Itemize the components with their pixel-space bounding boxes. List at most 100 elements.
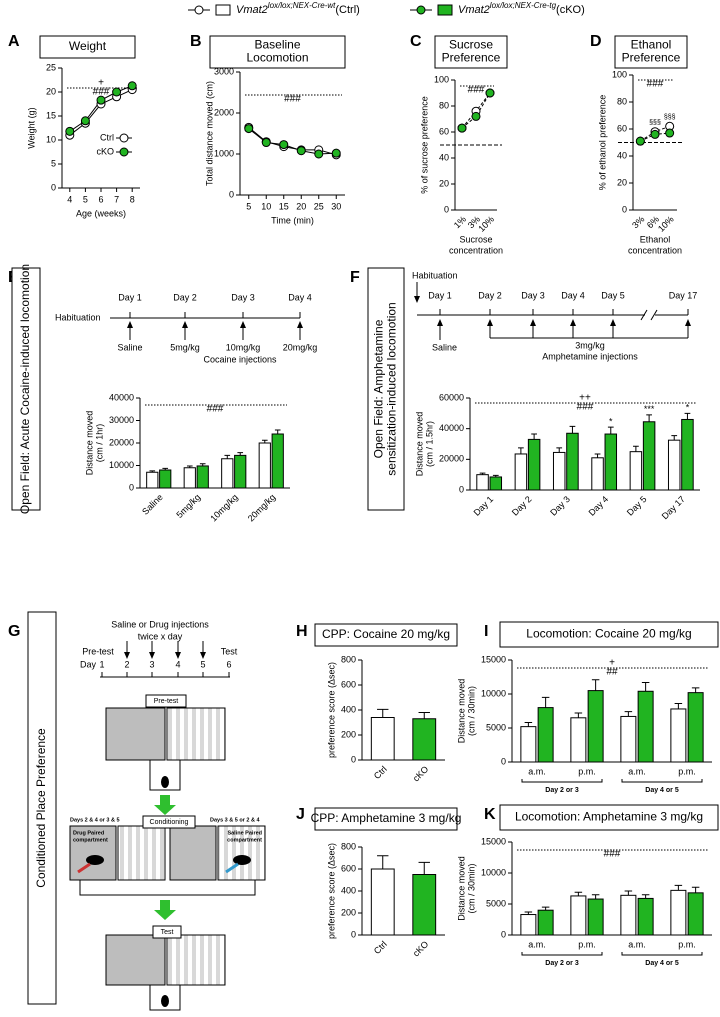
cpp-diagram: G Conditioned Place Preference Saline or… bbox=[8, 611, 266, 1011]
y-tick-label: 200 bbox=[341, 907, 356, 917]
chart-title: Preference bbox=[622, 51, 681, 65]
error-bar bbox=[591, 679, 600, 691]
error-bar bbox=[594, 453, 601, 458]
y-tick-label: 100 bbox=[434, 74, 449, 84]
annotation: ### bbox=[284, 94, 301, 105]
bar bbox=[412, 718, 437, 761]
day-number: 3 bbox=[149, 659, 154, 669]
side-title: sensitization-induced locomotion bbox=[385, 302, 399, 475]
bar bbox=[527, 438, 541, 491]
error-bar bbox=[633, 445, 639, 452]
bar bbox=[537, 909, 554, 936]
x-tick-label: a.m. bbox=[528, 766, 546, 776]
bar bbox=[687, 892, 704, 936]
y-tick-label: 30000 bbox=[109, 415, 134, 425]
marker bbox=[112, 87, 122, 97]
y-axis-label: (cm / 1hr) bbox=[94, 424, 104, 463]
bar bbox=[146, 471, 159, 489]
y-tick-label: 0 bbox=[501, 756, 506, 766]
error-bar bbox=[199, 463, 206, 466]
x-tick-label: p.m. bbox=[678, 939, 696, 949]
error-bar bbox=[674, 703, 683, 709]
day-number: 1 bbox=[99, 659, 104, 669]
bar bbox=[159, 469, 172, 489]
x-tick-label: p.m. bbox=[578, 766, 596, 776]
bar bbox=[489, 476, 503, 491]
error-bar bbox=[149, 470, 156, 473]
bar bbox=[370, 868, 395, 936]
legend-marker bbox=[194, 5, 204, 15]
x-tick-label: Day 4 bbox=[587, 494, 611, 518]
y-tick-label: 5000 bbox=[486, 898, 506, 908]
bar bbox=[221, 458, 234, 489]
annotation: ### bbox=[577, 402, 594, 413]
error-bar bbox=[518, 447, 524, 454]
timeline-f: Habituation Day 1 Day 2 Day 3 Day 4 Day … bbox=[412, 270, 697, 361]
x-tick-label: a.m. bbox=[528, 939, 546, 949]
x-tick-label: Saline bbox=[140, 492, 165, 517]
chart-title: Weight bbox=[69, 39, 107, 53]
days-note: Days 3 & 5 or 2 & 4 bbox=[210, 817, 260, 823]
error-bar bbox=[541, 696, 550, 708]
dose-label: 5mg/kg bbox=[170, 342, 200, 352]
day-label: Day 2 bbox=[173, 292, 197, 302]
compartment-label: Drug Paired bbox=[73, 830, 104, 836]
error-bar bbox=[641, 894, 650, 899]
x-tick-label: 20mg/kg bbox=[246, 492, 277, 523]
annotation: + bbox=[98, 78, 104, 89]
legend-swatch bbox=[437, 4, 453, 16]
bar bbox=[670, 708, 687, 763]
day-label: Day 4 bbox=[561, 290, 585, 300]
y-tick-label: 60 bbox=[617, 123, 627, 133]
panel-letter: G bbox=[8, 623, 20, 640]
y-tick-label: 0 bbox=[444, 204, 449, 214]
marker bbox=[96, 95, 106, 105]
error-bar bbox=[691, 886, 700, 893]
y-tick-label: 25 bbox=[46, 62, 56, 72]
x-tick-label: 8 bbox=[130, 194, 135, 204]
y-axis-label: Distance moved bbox=[84, 411, 94, 476]
dose-label: Saline bbox=[432, 342, 457, 352]
marker bbox=[331, 148, 341, 158]
title-box bbox=[314, 623, 458, 647]
y-tick-label: 600 bbox=[341, 863, 356, 873]
category-annotation: §§§ bbox=[664, 114, 676, 121]
test-label: Test bbox=[221, 646, 238, 656]
legend-label: Ctrl bbox=[100, 132, 114, 142]
day-label: Day 4 bbox=[288, 292, 312, 302]
group-label: Day 2 or 3 bbox=[545, 960, 579, 967]
y-axis-label: Distance moved bbox=[414, 412, 424, 477]
bar bbox=[637, 897, 654, 936]
y-tick-label: 5000 bbox=[486, 722, 506, 732]
error-bar bbox=[524, 911, 533, 915]
title-box bbox=[314, 807, 458, 831]
error-bar bbox=[674, 884, 683, 891]
y-tick-label: 600 bbox=[341, 679, 356, 689]
legend-marker bbox=[119, 133, 129, 143]
legend-label: Vmat2lox/lox;NEX-Cre-wt(Ctrl) bbox=[236, 1, 360, 16]
y-tick-label: 20000 bbox=[439, 454, 464, 464]
y-tick-label: 400 bbox=[341, 704, 356, 714]
bar bbox=[370, 717, 395, 761]
annotation: ### bbox=[647, 79, 664, 90]
title-box bbox=[209, 35, 346, 69]
y-tick-label: 5 bbox=[51, 158, 56, 168]
x-tick-label: cKO bbox=[411, 939, 430, 958]
compartment-label: compartment bbox=[227, 837, 262, 843]
bar bbox=[258, 442, 271, 489]
legend-label: Vmat2lox/lox;NEX-Cre-tg(cKO) bbox=[458, 1, 585, 16]
day-number: 6 bbox=[226, 659, 231, 669]
error-bar bbox=[418, 712, 430, 719]
bar bbox=[591, 457, 604, 491]
panel-letter: I bbox=[484, 623, 488, 640]
x-tick-label: 25 bbox=[314, 201, 324, 211]
y-tick-label: 15000 bbox=[481, 654, 506, 664]
bar bbox=[604, 433, 618, 491]
bar bbox=[412, 874, 437, 936]
days-note: Days 2 & 4 or 3 & 5 bbox=[70, 817, 120, 823]
legend-part: lox/lox;NEX-Cre-wt bbox=[268, 1, 336, 10]
marker bbox=[635, 136, 645, 146]
dose-label: Saline bbox=[117, 342, 142, 352]
annotation: ++ bbox=[579, 393, 591, 404]
